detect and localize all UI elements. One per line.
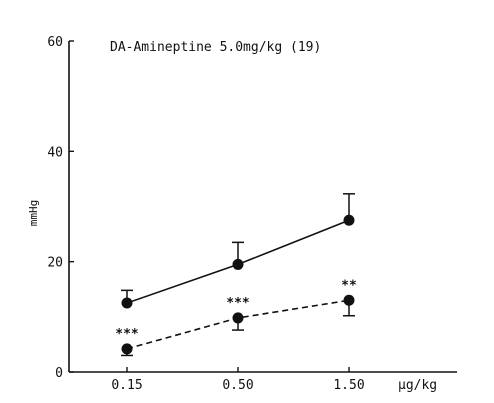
series-layer: ******** <box>115 193 357 357</box>
x-tick-label: 0.50 <box>222 378 253 393</box>
x-ticks: 0.15 0.50 1.50 <box>111 367 365 393</box>
data-point <box>232 312 244 324</box>
chart-title: DA-Amineptine 5.0mg/kg (19) <box>110 40 321 55</box>
data-point <box>343 214 355 226</box>
data-point <box>121 343 133 355</box>
y-tick-label: 20 <box>47 256 63 271</box>
y-tick-label: 0 <box>55 366 63 381</box>
significance-label: *** <box>115 327 139 342</box>
y-tick-label: 40 <box>47 145 63 160</box>
y-ticks: 0 20 40 60 <box>47 35 74 381</box>
x-tick-label: 0.15 <box>111 378 142 393</box>
y-axis-label: mmHg <box>27 200 40 227</box>
data-point <box>121 297 133 309</box>
significance-label: ** <box>341 278 357 293</box>
x-axis-unit: µg/kg <box>398 378 437 393</box>
x-tick-label: 1.50 <box>333 378 364 393</box>
significance-label: *** <box>226 296 250 311</box>
y-tick-label: 60 <box>47 35 63 50</box>
data-point <box>232 258 244 270</box>
data-point <box>343 294 355 306</box>
